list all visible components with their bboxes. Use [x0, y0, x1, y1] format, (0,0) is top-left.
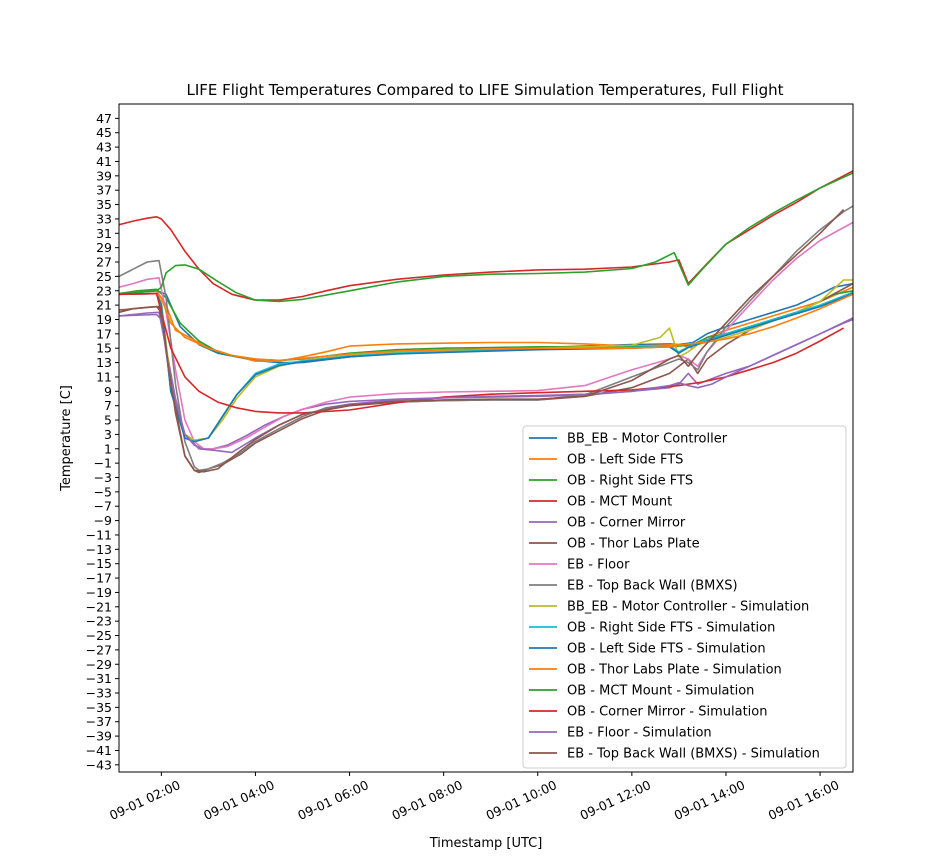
series-line-15	[119, 313, 853, 454]
chart-title: LIFE Flight Temperatures Compared to LIF…	[186, 81, 783, 99]
x-tick-label: 09-01 08:00	[389, 777, 465, 823]
series-line-10	[119, 291, 853, 443]
y-tick-label: 41	[96, 154, 112, 169]
y-tick-label: 15	[96, 341, 112, 356]
y-tick-label: −43	[86, 757, 112, 772]
y-tick-label: 1	[104, 441, 112, 456]
y-tick-label: 7	[104, 398, 112, 413]
y-tick-label: −17	[86, 571, 112, 586]
legend-label: OB - Corner Mirror	[567, 516, 686, 531]
legend-label: EB - Floor	[567, 558, 630, 573]
legend-label: OB - MCT Mount - Simulation	[567, 684, 754, 699]
series-line-14	[119, 292, 844, 414]
y-tick-label: −35	[86, 700, 112, 715]
legend-label: OB - Thor Labs Plate - Simulation	[567, 663, 782, 678]
x-axis-label: Timestamp [UTC]	[429, 836, 543, 851]
y-tick-label: 33	[96, 211, 112, 226]
legend-label: OB - Thor Labs Plate	[567, 537, 700, 552]
legend-label: OB - Left Side FTS - Simulation	[567, 642, 766, 657]
y-tick-label: 25	[96, 269, 112, 284]
series-line-4	[119, 170, 853, 301]
y-tick-label: −31	[86, 671, 112, 686]
x-tick-label: 09-01 02:00	[107, 777, 183, 823]
y-tick-label: −7	[94, 499, 112, 514]
series-line-16	[119, 209, 845, 473]
y-tick-label: −23	[86, 614, 112, 629]
y-axis: −43−41−39−37−35−33−31−29−27−25−23−21−19−…	[86, 111, 119, 772]
legend-label: BB_EB - Motor Controller - Simulation	[567, 600, 809, 615]
x-tick-label: 09-01 06:00	[295, 777, 371, 823]
y-tick-label: 37	[96, 183, 112, 198]
y-tick-label: −11	[86, 527, 112, 542]
y-tick-label: 3	[104, 427, 112, 442]
y-tick-label: 23	[96, 283, 112, 298]
y-tick-label: 39	[96, 168, 112, 183]
y-tick-label: −21	[86, 599, 112, 614]
y-tick-label: 9	[104, 384, 112, 399]
legend-label: OB - Right Side FTS	[567, 474, 693, 489]
legend-label: EB - Floor - Simulation	[567, 726, 712, 741]
series-line-12	[119, 292, 853, 362]
x-axis: 09-01 02:00 09-01 04:00 09-01 06:00 09-01 0…	[107, 772, 841, 823]
x-tick-label: 09-01 10:00	[484, 777, 560, 823]
y-tick-label: −5	[94, 484, 112, 499]
legend-label: EB - Top Back Wall (BMXS) - Simulation	[567, 747, 820, 762]
y-tick-label: 17	[96, 326, 112, 341]
y-tick-label: −27	[86, 642, 112, 657]
y-tick-label: 31	[96, 226, 112, 241]
y-tick-label: −39	[86, 729, 112, 744]
y-tick-label: 19	[96, 312, 112, 327]
x-tick-label: 09-01 12:00	[578, 777, 654, 823]
y-tick-label: −15	[86, 556, 112, 571]
y-axis-label: Temperature [C]	[59, 385, 74, 492]
legend-label: OB - Left Side FTS	[567, 453, 683, 468]
y-tick-label: 5	[104, 413, 112, 428]
y-tick-label: 13	[96, 355, 112, 370]
x-tick-label: 09-01 04:00	[201, 777, 277, 823]
y-tick-label: 47	[96, 111, 112, 126]
series-layer	[119, 170, 853, 474]
y-tick-label: −41	[86, 743, 112, 758]
series-line-13	[119, 172, 853, 303]
y-tick-label: 27	[96, 255, 112, 270]
plot-frame	[118, 103, 854, 773]
y-tick-label: 35	[96, 197, 112, 212]
y-tick-label: −13	[86, 542, 112, 557]
y-tick-label: 29	[96, 240, 112, 255]
legend-label: OB - MCT Mount	[567, 495, 672, 510]
x-tick-label: 09-01 16:00	[766, 777, 842, 823]
y-tick-label: −3	[94, 470, 112, 485]
y-tick-label: −25	[86, 628, 112, 643]
legend-box	[522, 425, 847, 769]
y-tick-label: −19	[86, 585, 112, 600]
y-tick-label: −37	[86, 714, 112, 729]
x-tick-label: 09-01 14:00	[672, 777, 748, 823]
y-tick-label: −33	[86, 685, 112, 700]
y-tick-label: 21	[96, 298, 112, 313]
y-tick-label: 45	[96, 125, 112, 140]
y-tick-label: 11	[96, 369, 112, 384]
y-tick-label: −9	[94, 513, 112, 528]
series-line-7	[119, 221, 853, 450]
legend-label: EB - Top Back Wall (BMXS)	[567, 579, 738, 594]
legend: BB_EB - Motor Controller OB - Left Side F…	[522, 425, 847, 769]
series-line-2	[119, 286, 853, 362]
y-tick-label: 43	[96, 140, 112, 155]
legend-label: BB_EB - Motor Controller	[567, 432, 728, 447]
y-tick-label: −1	[94, 456, 112, 471]
legend-label: OB - Corner Mirror - Simulation	[567, 705, 767, 720]
legend-label: OB - Right Side FTS - Simulation	[567, 621, 775, 636]
y-tick-label: −29	[86, 657, 112, 672]
